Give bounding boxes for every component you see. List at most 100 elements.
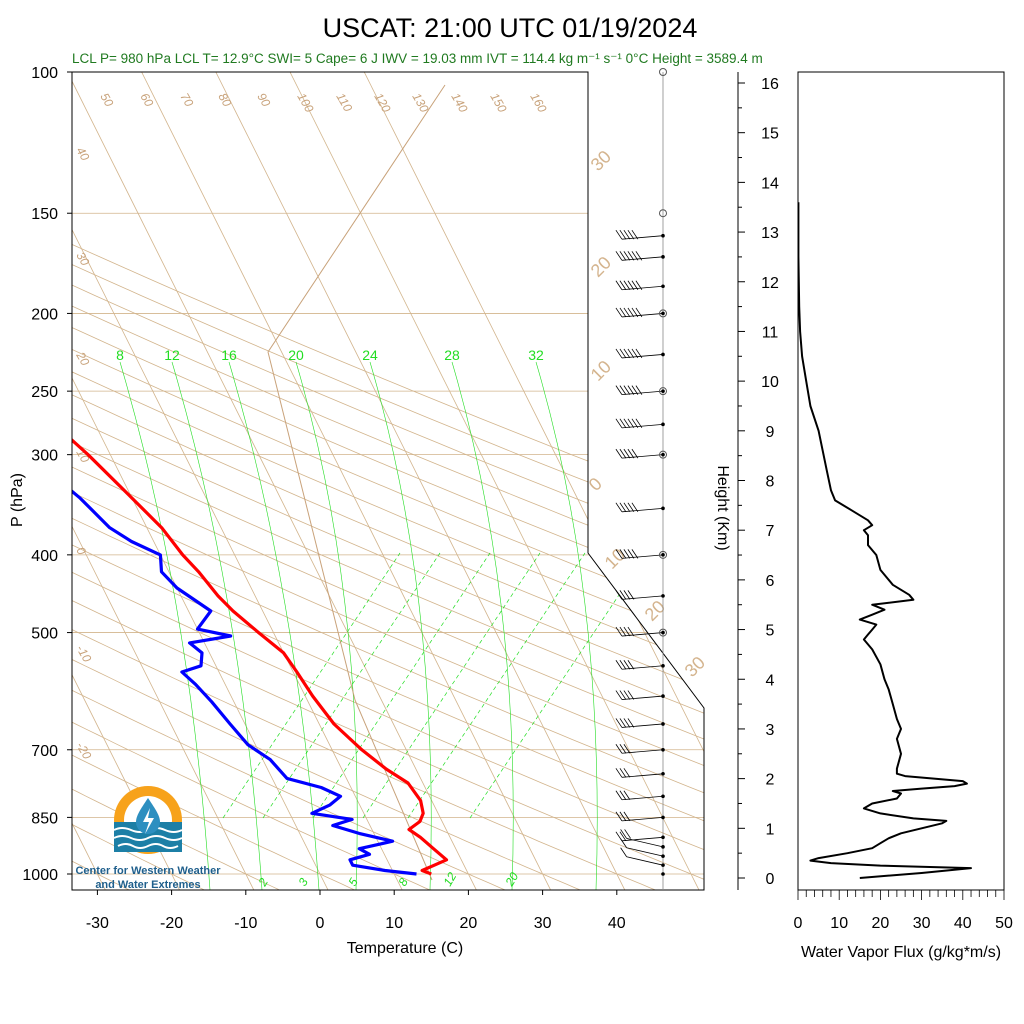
mixing-ratio-line bbox=[469, 552, 648, 819]
wind-barb-feather bbox=[615, 549, 623, 559]
isotherm-label: 80 bbox=[215, 91, 234, 110]
saturated-adiabat-line bbox=[228, 361, 320, 890]
wind-barb-feather bbox=[631, 348, 639, 359]
wind-barb-feather bbox=[619, 502, 627, 513]
wind-barb-feather bbox=[615, 448, 623, 459]
mixing-ratio-label: 2 bbox=[255, 875, 271, 889]
flux-tick-label: 20 bbox=[872, 915, 890, 932]
wind-barb-feather bbox=[635, 348, 643, 359]
wind-barb-feather bbox=[619, 831, 627, 842]
saturated-adiabat-line bbox=[119, 361, 211, 890]
isotherm-label: 50 bbox=[97, 91, 116, 110]
wind-barb-feather bbox=[615, 348, 623, 359]
logo-wave-2 bbox=[113, 835, 183, 841]
mixing-ratio-label: 16 bbox=[221, 347, 237, 363]
dry-adiabat-line bbox=[72, 72, 704, 890]
saturated-adiabat-line bbox=[295, 361, 358, 890]
wind-barb-feather bbox=[615, 251, 623, 261]
wind-barb-calm-circle bbox=[659, 309, 667, 318]
wind-barb-feather bbox=[615, 660, 623, 670]
wind-barb-staff bbox=[621, 313, 664, 318]
wind-barb-feather bbox=[615, 418, 623, 429]
temperature-tick-label: -30 bbox=[86, 915, 109, 932]
dewpoint-profile-line bbox=[72, 212, 417, 876]
dry-adiabat-label: 20 bbox=[587, 253, 615, 281]
wind-barb-feather bbox=[615, 768, 623, 778]
wind-barb-feather bbox=[623, 768, 631, 778]
wind-barb-feather bbox=[627, 229, 635, 240]
wind-barb-feather bbox=[619, 280, 627, 290]
wind-barb-feather bbox=[627, 502, 635, 513]
wind-barb-feather bbox=[627, 307, 635, 318]
height-tick-label: 6 bbox=[766, 573, 775, 590]
mixing-ratio-label: 20 bbox=[288, 347, 304, 363]
wind-barb-feather bbox=[619, 229, 627, 240]
wind-barb-feather bbox=[623, 660, 631, 670]
height-tick-label: 7 bbox=[766, 523, 775, 540]
wind-barb-staff bbox=[621, 773, 664, 778]
logo-text-line1: Center for Western Weather bbox=[75, 865, 221, 877]
temperature-axis-label: Temperature (C) bbox=[347, 940, 463, 957]
wind-barb-feather bbox=[619, 718, 627, 728]
temperature-tick-label: 40 bbox=[608, 915, 626, 932]
height-tick-label: 11 bbox=[762, 324, 779, 341]
flux-tick-label: 30 bbox=[913, 915, 931, 932]
dry-adiabat-line bbox=[72, 72, 704, 890]
wind-barb-staff bbox=[621, 665, 664, 670]
dry-adiabat-label: 10 bbox=[601, 545, 629, 573]
dry-adiabat-line bbox=[72, 72, 704, 890]
wind-barb-feather bbox=[615, 385, 623, 395]
wind-barb-staff bbox=[621, 390, 664, 396]
wind-barb-feather bbox=[627, 385, 635, 395]
wind-barb-feather bbox=[627, 280, 635, 290]
wind-barb-feather bbox=[623, 626, 631, 637]
pressure-tick-label: 150 bbox=[31, 206, 58, 223]
wind-barb-feather bbox=[619, 418, 627, 429]
wind-barb-feather bbox=[620, 847, 627, 858]
wind-barb-feather bbox=[623, 590, 631, 600]
wind-barb-feather bbox=[624, 829, 631, 839]
temperature-tick-label: -10 bbox=[234, 915, 257, 932]
isotherm-label: 140 bbox=[448, 91, 470, 116]
wind-barb-feather bbox=[615, 831, 623, 842]
wind-barb-feather bbox=[615, 502, 623, 513]
pressure-tick-label: 250 bbox=[31, 384, 58, 401]
isotherm-label: -20 bbox=[73, 740, 94, 762]
wind-barb-feather bbox=[615, 790, 623, 800]
dry-adiabat-line bbox=[72, 72, 704, 890]
saturated-adiabat-line bbox=[535, 361, 598, 890]
wind-barb-feather bbox=[615, 690, 623, 700]
wind-barb-feather bbox=[623, 229, 631, 240]
wind-barb-feather bbox=[631, 229, 639, 240]
mixing-ratio-label: 28 bbox=[444, 347, 460, 363]
isotherm-line bbox=[72, 72, 255, 890]
parcel-path-line bbox=[267, 84, 446, 881]
wind-barb-feather bbox=[631, 549, 639, 559]
mixing-ratio-label: 3 bbox=[295, 875, 311, 888]
isotherm-label: 160 bbox=[527, 91, 549, 116]
wind-barb-feather bbox=[615, 626, 623, 637]
isotherm-label: 60 bbox=[137, 91, 156, 110]
wind-barb-staff bbox=[621, 423, 664, 429]
saturated-adiabat-line bbox=[369, 361, 432, 890]
logo-wave-3 bbox=[117, 843, 179, 849]
wind-barb-calm-circle bbox=[659, 450, 667, 459]
temperature-tick-label: 0 bbox=[316, 915, 325, 932]
height-axis-label: Height (Km) bbox=[714, 465, 731, 550]
dry-adiabat-line bbox=[72, 72, 704, 890]
dry-adiabat-line bbox=[72, 72, 433, 890]
wind-barb-staff bbox=[621, 256, 664, 261]
isotherm-line bbox=[289, 72, 700, 890]
wind-barb-feather bbox=[631, 502, 639, 513]
mixing-ratio-label: 8 bbox=[395, 875, 411, 888]
wind-barb-calm-circle bbox=[659, 628, 667, 637]
dry-adiabat-line bbox=[72, 72, 583, 890]
mixing-ratio-label: 8 bbox=[116, 347, 124, 363]
wind-barb-calm-circle bbox=[659, 209, 667, 218]
wind-barb-feather bbox=[619, 811, 627, 822]
dry-adiabat-line bbox=[72, 72, 704, 890]
dry-adiabat-label: 10 bbox=[587, 357, 615, 385]
chart-info-line: LCL P= 980 hPa LCL T= 12.9°C SWI= 5 Cape… bbox=[72, 51, 763, 66]
wind-barb-feather bbox=[627, 418, 635, 429]
mixing-ratio-line bbox=[222, 552, 401, 819]
